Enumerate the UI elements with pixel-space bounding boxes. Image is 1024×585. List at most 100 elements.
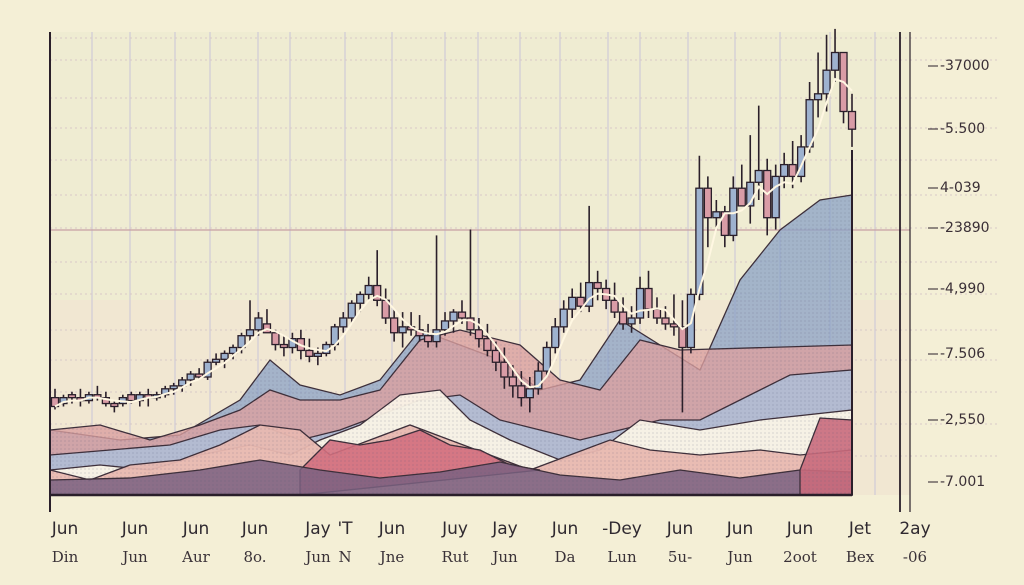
y-tick-label: -4,990 [940,281,985,297]
x-tick-sublabel: Bex [846,548,875,566]
x-tick-sublabel: Jun [120,548,148,566]
y-tick-label: -2,550 [940,412,985,428]
candle-body [618,311,628,325]
area-band-texture-6 [50,460,852,495]
x-tick-label: 2ay [899,519,930,539]
candle-body [194,373,204,378]
x-tick-label: 'T [337,519,353,539]
candle-body [110,402,119,408]
candle-body [678,326,687,349]
y-tick-label: -23890 [940,220,990,236]
candle-body [500,361,509,378]
x-tick-sublabel: 5u- [668,548,692,566]
x-tick-label: Jay [304,519,331,539]
x-tick-label: Jun [121,519,149,539]
candle-body [211,358,221,363]
candle-body [457,311,467,319]
candle-body [432,329,441,343]
y-tick-labels: -37000 -5.500 4-039 -23890 -4,990 -7.506 -2,55… [928,58,990,490]
candle-body [534,370,543,390]
candle-body [635,287,645,319]
candle-body [440,320,450,331]
x-tick-sublabel: Jne [378,548,405,566]
candle-body [585,281,594,307]
y-tick-label: -7.506 [940,346,985,362]
candle-body [525,388,534,399]
candle-body [542,346,551,372]
x-tick-sublabel: Rut [442,548,469,566]
x-tick-sublabel: N [338,548,351,566]
candle-body [847,110,857,130]
candle-body [483,337,492,352]
candle-body [254,317,263,331]
x-tick-sublabel: Din [52,548,79,566]
candle-body [237,335,246,349]
x-tick-label: Jun [786,519,814,539]
x-tick-label: Jun [241,519,269,539]
y-tick-label: -5.500 [940,121,985,137]
candle-body [203,361,212,378]
candle-body [695,187,704,296]
candle-body [720,211,729,237]
candle-body [127,394,136,402]
candle-body [491,349,501,363]
candle-body [661,317,670,325]
candle-body [347,302,356,319]
y-tick-label: 4-039 [940,180,981,196]
x-tick-label: Jun [726,519,754,539]
x-tick-label: Jay [491,519,518,539]
x-tick-label: Jun [182,519,210,539]
candle-body [652,308,662,319]
candle-body [508,376,518,387]
candle-body [271,332,280,346]
candle-body [364,284,373,296]
candlestick-series [50,28,857,413]
candle-body [398,326,407,334]
candle-body [245,329,255,337]
candle-body [830,51,840,71]
candle-body [279,343,289,349]
x-tick-sublabel: 2oot [783,548,817,566]
x-tick-sublabel: -06 [903,548,927,566]
x-tick-label: Juy [441,519,468,539]
candle-body [466,317,475,331]
x-tick-sublabel: Lun [607,548,637,566]
candle-body [771,175,780,219]
candle-body [568,296,577,310]
candle-body [644,287,653,310]
candle-body [178,379,187,387]
candle-body [305,349,314,358]
x-tick-sublabel: Jun [725,548,753,566]
candle-body [610,299,619,313]
candle-body [576,296,585,307]
candle-body [754,169,763,183]
candle-body [474,329,484,340]
x-tick-label: Jun [51,519,79,539]
x-tick-label: Jun [378,519,406,539]
area-band-texture-7 [800,418,852,495]
candle-body [703,187,713,219]
candle-body [517,385,526,399]
candle-body [449,311,458,322]
candle-body [186,373,195,381]
candle-body [627,317,636,325]
candle-body [389,317,399,334]
x-tick-labels: Jun Jun Jun Jun Jay 'T Jun Juy Jay Jun -Dey Jun Jun J… [51,519,931,566]
candle-body [423,335,433,343]
candle-body [796,146,806,178]
candle-body [339,317,348,328]
candle-body [551,326,560,349]
candle-body [737,187,746,207]
x-tick-sublabel: Da [555,548,576,566]
candle-body [228,346,238,355]
x-tick-label: Jun [666,519,694,539]
candle-body [813,93,823,101]
x-tick-sublabel: Jun [303,548,331,566]
candle-body [220,352,229,360]
x-tick-sublabel: Aur [181,548,210,566]
candle-body [780,163,789,178]
candle-body [712,211,721,219]
x-tick-sublabel: 8o. [243,548,266,566]
